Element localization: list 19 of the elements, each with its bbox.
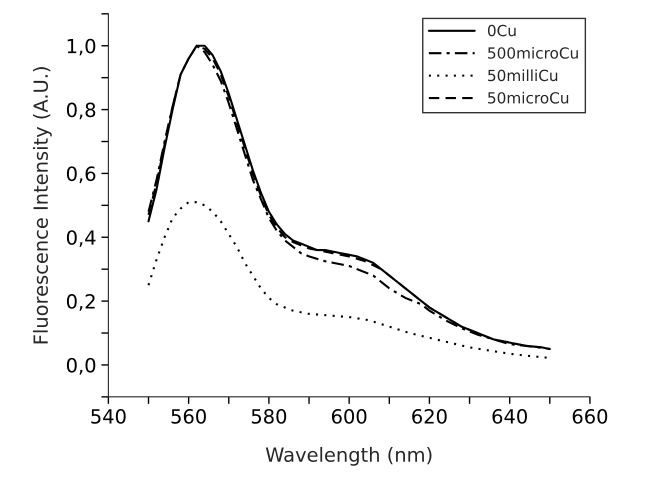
y-tick-label: 0,8 [66,102,96,120]
y-axis-title: Fluorescence Intensity (A.U.) [32,67,52,344]
x-tick-label: 540 [91,409,126,424]
legend-label: 0Cu [488,24,516,36]
x-tick-label: 660 [572,409,608,424]
x-tick-label: 640 [492,409,527,424]
y-tick-label: 1,0 [68,38,96,56]
x-tick-label: 560 [172,409,206,424]
x-tick-label: 600 [332,409,366,424]
legend-label: 50milliCu [488,69,558,82]
legend-label: 500microCu [488,46,578,59]
y-tick-label: 0,6 [66,166,96,184]
y-tick-label: 0,2 [66,294,95,311]
y-tick-label: 0,4 [66,230,96,247]
x-tick-label: 580 [252,409,286,424]
y-tick-label: 0,0 [66,358,96,375]
legend-label: 50microCu [488,92,568,104]
x-axis-title: Wavelength (nm) [266,446,432,466]
x-tick-label: 620 [412,409,447,424]
